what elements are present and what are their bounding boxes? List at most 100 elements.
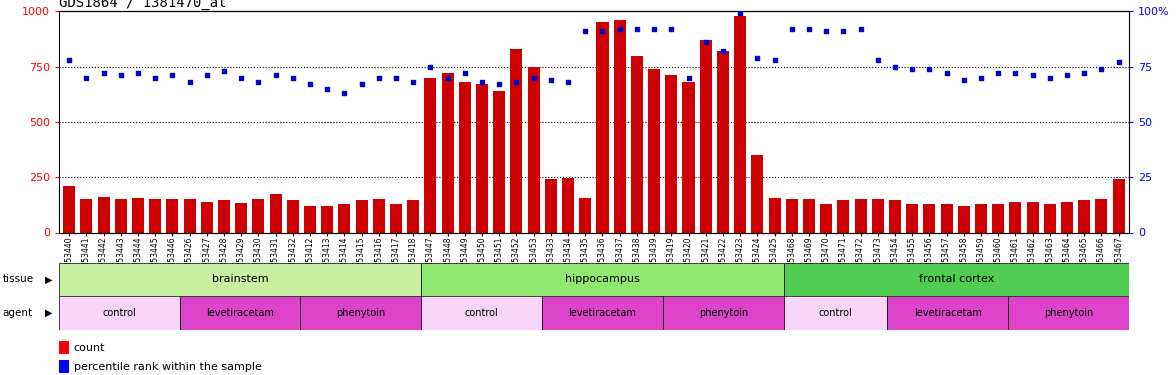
- Point: [989, 70, 1008, 76]
- Bar: [80, 200, 93, 232]
- Text: ▶: ▶: [45, 308, 52, 318]
- Text: GDS1864 / 1381470_at: GDS1864 / 1381470_at: [59, 0, 226, 10]
- Bar: [1009, 201, 1022, 232]
- Bar: [1095, 200, 1108, 232]
- Point: [112, 72, 131, 78]
- Point: [1041, 75, 1060, 81]
- Bar: [941, 204, 953, 232]
- Bar: [300, 296, 421, 330]
- Bar: [855, 200, 867, 232]
- Bar: [923, 204, 935, 232]
- Point: [696, 39, 715, 45]
- Text: phenytoin: phenytoin: [699, 308, 748, 318]
- Point: [403, 79, 422, 85]
- Point: [387, 75, 406, 81]
- Point: [955, 77, 974, 83]
- Bar: [1078, 200, 1090, 232]
- Bar: [303, 206, 316, 232]
- Bar: [64, 186, 75, 232]
- Bar: [544, 179, 557, 232]
- Point: [817, 28, 836, 34]
- Bar: [115, 200, 127, 232]
- Point: [834, 28, 853, 34]
- Point: [455, 70, 474, 76]
- Text: control: control: [818, 308, 853, 318]
- Bar: [253, 200, 265, 232]
- Point: [1075, 70, 1094, 76]
- Point: [301, 81, 320, 87]
- Point: [1057, 72, 1076, 78]
- Bar: [421, 296, 542, 330]
- Bar: [1061, 201, 1073, 232]
- Bar: [820, 204, 833, 232]
- Point: [868, 57, 887, 63]
- Bar: [59, 341, 69, 354]
- Point: [559, 79, 577, 85]
- Point: [163, 72, 182, 78]
- Bar: [321, 206, 333, 232]
- Point: [937, 70, 956, 76]
- Bar: [1027, 201, 1038, 232]
- Bar: [734, 16, 746, 232]
- Bar: [149, 200, 161, 232]
- Bar: [407, 200, 420, 232]
- Bar: [476, 84, 488, 232]
- Bar: [648, 69, 660, 232]
- Text: count: count: [73, 343, 105, 353]
- Point: [128, 70, 147, 76]
- Point: [94, 70, 113, 76]
- Bar: [425, 78, 436, 232]
- Point: [507, 79, 526, 85]
- Point: [662, 26, 681, 32]
- Bar: [166, 200, 179, 232]
- Point: [369, 75, 388, 81]
- Point: [1005, 70, 1024, 76]
- Bar: [803, 200, 815, 232]
- Bar: [871, 200, 884, 232]
- Text: agent: agent: [2, 308, 33, 318]
- Bar: [682, 82, 695, 232]
- Point: [490, 81, 509, 87]
- Point: [714, 48, 733, 54]
- Bar: [630, 56, 643, 232]
- Text: control: control: [465, 308, 499, 318]
- Bar: [717, 51, 729, 232]
- Point: [1109, 59, 1128, 65]
- Point: [266, 72, 285, 78]
- Point: [76, 75, 95, 81]
- Point: [352, 81, 370, 87]
- Bar: [837, 200, 849, 232]
- Point: [766, 57, 784, 63]
- Bar: [459, 82, 470, 232]
- Bar: [562, 178, 574, 232]
- Bar: [442, 73, 454, 232]
- Bar: [493, 91, 506, 232]
- Bar: [390, 204, 402, 232]
- Point: [335, 90, 354, 96]
- Bar: [59, 296, 180, 330]
- Bar: [269, 194, 281, 232]
- Point: [748, 55, 767, 61]
- Text: frontal cortex: frontal cortex: [918, 274, 994, 284]
- Bar: [287, 200, 299, 232]
- Point: [541, 77, 560, 83]
- Bar: [888, 296, 1008, 330]
- Point: [60, 57, 79, 63]
- Point: [214, 68, 233, 74]
- Bar: [663, 296, 783, 330]
- Bar: [132, 198, 143, 232]
- Point: [283, 75, 302, 81]
- Text: hippocampus: hippocampus: [566, 274, 640, 284]
- Bar: [993, 204, 1004, 232]
- Point: [439, 75, 457, 81]
- Bar: [1008, 296, 1129, 330]
- Bar: [183, 200, 195, 232]
- Bar: [180, 296, 300, 330]
- Point: [679, 75, 697, 81]
- Bar: [355, 200, 368, 232]
- Text: levetiracetam: levetiracetam: [206, 308, 274, 318]
- Text: control: control: [102, 308, 136, 318]
- Point: [800, 26, 818, 32]
- Bar: [975, 204, 987, 232]
- Bar: [373, 200, 385, 232]
